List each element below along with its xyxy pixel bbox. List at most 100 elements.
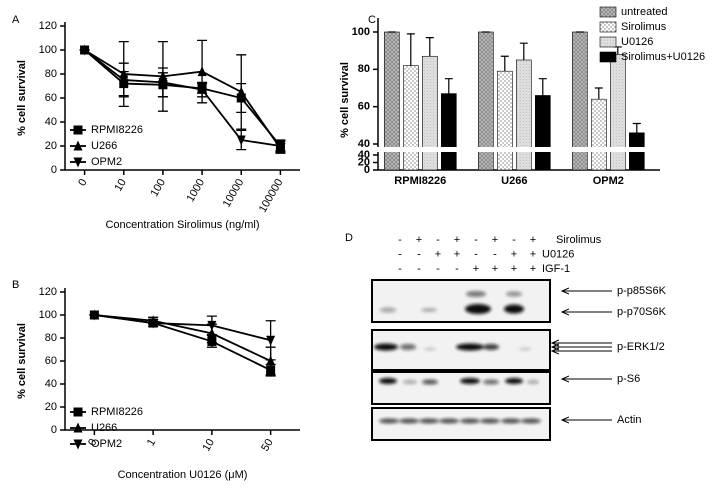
data-point (207, 320, 217, 331)
treatment-name: Sirolimus (556, 234, 602, 246)
y-tick-label: 60 (45, 92, 57, 104)
y-tick-label: 80 (45, 332, 57, 344)
treatment-sign: - (436, 263, 440, 275)
treatment-sign: - (474, 248, 478, 260)
y-tick-label: 100 (39, 44, 57, 56)
x-tick-label: 0 (76, 177, 89, 188)
bar (534, 95, 551, 171)
error-bar (425, 37, 434, 57)
band-label: p-S6 (617, 373, 640, 385)
treatment-sign: + (511, 263, 517, 275)
y-tick-label: 40 (45, 116, 57, 128)
band-label: p-p85S6K (617, 285, 667, 297)
treatment-sign: + (511, 248, 517, 260)
legend-label: U0126 (621, 36, 653, 48)
legend-label: OPM2 (91, 156, 122, 168)
series-line (84, 49, 281, 147)
treatment-name: U0126 (542, 248, 574, 260)
band-label: Actin (617, 414, 641, 426)
x-tick-label: 10000 (221, 177, 247, 209)
data-point (73, 422, 83, 433)
legend-label: OPM2 (91, 438, 122, 450)
band-label: p-p70S6K (617, 306, 667, 318)
data-point (80, 45, 90, 56)
y-axis-title: % cell survival (339, 62, 351, 138)
axis-break (375, 147, 660, 152)
y-tick-label: 80 (358, 63, 370, 75)
treatment-name: IGF-1 (542, 263, 570, 275)
data-point (197, 66, 207, 77)
treatment-sign: + (473, 263, 479, 275)
legend-label: RPMI8226 (91, 406, 143, 418)
y-tick-label: 0 (51, 424, 57, 436)
legend-swatch (599, 21, 617, 33)
error-bar (444, 78, 453, 94)
bar (590, 98, 607, 171)
x-tick-label: 10 (200, 437, 217, 454)
x-tick-label: 100000 (257, 177, 286, 215)
legend-label: U266 (91, 422, 117, 434)
bar (609, 54, 626, 171)
y-tick-lower-label: 20 (358, 156, 370, 168)
legend-label: untreated (621, 6, 667, 18)
error-bar (538, 78, 547, 96)
error-bar (500, 55, 509, 72)
treatment-sign: - (417, 263, 421, 275)
treatment-sign: - (436, 234, 440, 246)
legend-swatch (599, 36, 617, 48)
error-bar (632, 122, 641, 133)
treatment-sign: - (398, 248, 402, 260)
treatment-sign: + (530, 263, 536, 275)
x-tick-label: U266 (501, 175, 527, 187)
treatment-sign: + (530, 248, 536, 260)
series-line (94, 314, 272, 362)
panel-label: B (12, 279, 19, 291)
treatment-sign: - (417, 248, 421, 260)
bar (440, 93, 457, 171)
legend-swatch (599, 6, 617, 18)
treatment-sign: - (474, 234, 478, 246)
series-line (94, 314, 272, 372)
y-tick-label: 120 (39, 20, 57, 32)
treatment-sign: - (493, 248, 497, 260)
data-point (73, 140, 83, 151)
x-tick-label: 100 (148, 177, 168, 199)
y-tick-label: 100 (352, 26, 370, 38)
band-label: p-ERK1/2 (617, 341, 665, 353)
y-tick-label: 20 (45, 140, 57, 152)
y-tick-label: 120 (39, 286, 57, 298)
treatment-sign: + (435, 248, 441, 260)
y-tick-label: 40 (358, 138, 370, 150)
data-point (236, 86, 246, 97)
treatment-sign: + (492, 263, 498, 275)
treatment-sign: + (454, 234, 460, 246)
error-bar (594, 87, 603, 100)
bar (496, 70, 513, 171)
y-tick-label: 40 (45, 378, 57, 390)
data-point (119, 75, 129, 86)
bar (402, 65, 419, 171)
error-bar (406, 33, 415, 66)
x-tick-label: 0 (86, 437, 99, 448)
y-axis-title: % cell survival (16, 323, 28, 399)
y-tick-label: 80 (45, 68, 57, 80)
data-point (73, 125, 83, 135)
series-line (94, 314, 271, 342)
treatment-sign: - (398, 263, 402, 275)
panel-label: A (12, 14, 20, 26)
error-bar (519, 42, 528, 60)
data-point (148, 318, 158, 329)
data-point (73, 157, 83, 168)
x-tick-label: 10 (112, 177, 129, 194)
legend-swatch (599, 51, 617, 63)
series-line (84, 49, 282, 149)
bar (515, 59, 532, 171)
treatment-sign: + (530, 234, 536, 246)
x-tick-label: 1 (145, 437, 158, 448)
x-tick-label: RPMI8226 (394, 175, 446, 187)
x-tick-label: 50 (259, 437, 276, 454)
treatment-sign: + (416, 234, 422, 246)
panel-label: C (368, 14, 376, 26)
y-tick-lower-label: 40 (358, 149, 370, 161)
